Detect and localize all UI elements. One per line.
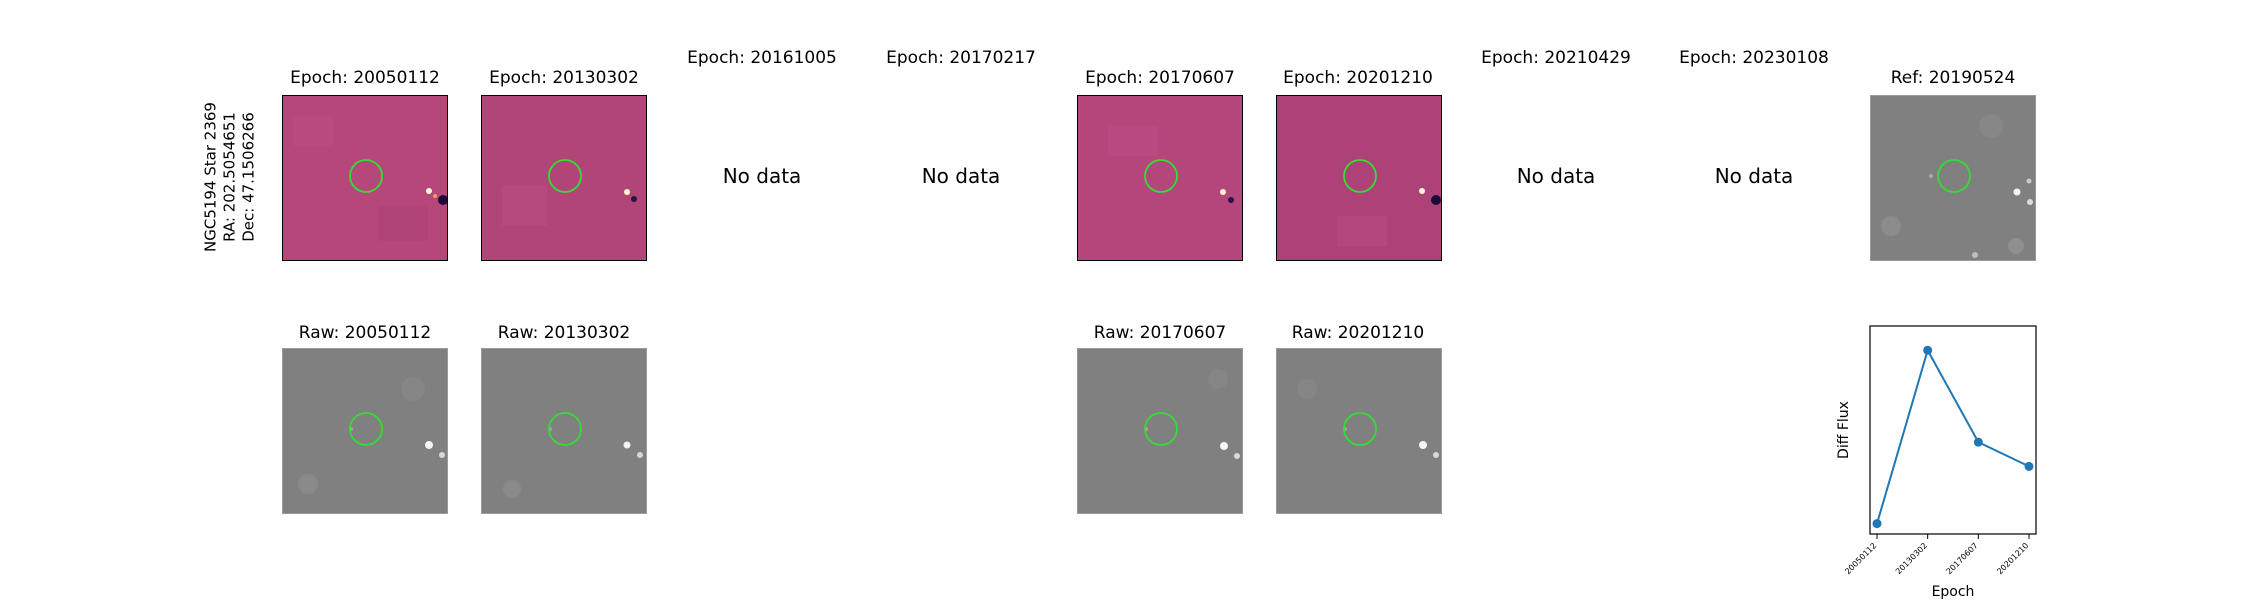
no-data-8: No data [1714,164,1794,188]
no-data-7: No data [1516,164,1596,188]
raw-title-3: Raw: 20170607 [1093,323,1227,343]
x-axis-label: Epoch [1932,584,1975,600]
x-tick-label: 20170607 [1945,541,1980,576]
diff-image-5 [1077,95,1243,261]
raw-image-2 [481,348,647,514]
diff-title-2: Epoch: 20130302 [489,68,639,88]
raw-image-1 [282,348,448,514]
star-label: NGC5194 Star 2369 RA: 202.5054651 Dec: 4… [202,102,259,252]
star-name: NGC5194 Star 2369 [201,102,220,252]
star-ra: RA: 202.5054651 [220,112,239,242]
raw-title-1: Raw: 20050112 [298,323,432,343]
x-tick-label: 20201210 [1995,541,2030,576]
x-tick-label: 20130302 [1894,541,1929,576]
data-point [2024,461,2034,471]
series-line [1876,347,2030,524]
plot-frame [1869,325,2037,535]
raw-image-3 [1077,348,1243,514]
y-axis-label: Diff Flux [1836,401,1852,459]
diff-title-8: Epoch: 20230108 [1679,48,1829,68]
diff-image-6 [1276,95,1442,261]
ref-image [1870,95,2036,261]
ref-title: Ref: 20190524 [1890,68,2016,88]
no-data-4: No data [921,164,1001,188]
star-dec: Dec: 47.1506266 [239,112,258,242]
diff-title-3: Epoch: 20161005 [687,48,837,68]
raw-title-2: Raw: 20130302 [497,323,631,343]
diff-title-6: Epoch: 20201210 [1283,68,1433,88]
x-tick-label: 20050112 [1843,541,1878,576]
diff-image-1 [282,95,448,261]
data-point [1872,519,1882,529]
diff-title-4: Epoch: 20170217 [886,48,1036,68]
raw-title-4: Raw: 20201210 [1291,323,1425,343]
data-point [1923,345,1933,355]
no-data-3: No data [722,164,802,188]
raw-image-4 [1276,348,1442,514]
data-point [1973,437,1983,447]
diff-image-2 [481,95,647,261]
diff-title-1: Epoch: 20050112 [290,68,440,88]
diff-title-7: Epoch: 20210429 [1481,48,1631,68]
diff-flux-chart: Diff Flux Epoch 20050112 20130302 20170607… [1836,325,2037,600]
diff-title-5: Epoch: 20170607 [1085,68,1235,88]
